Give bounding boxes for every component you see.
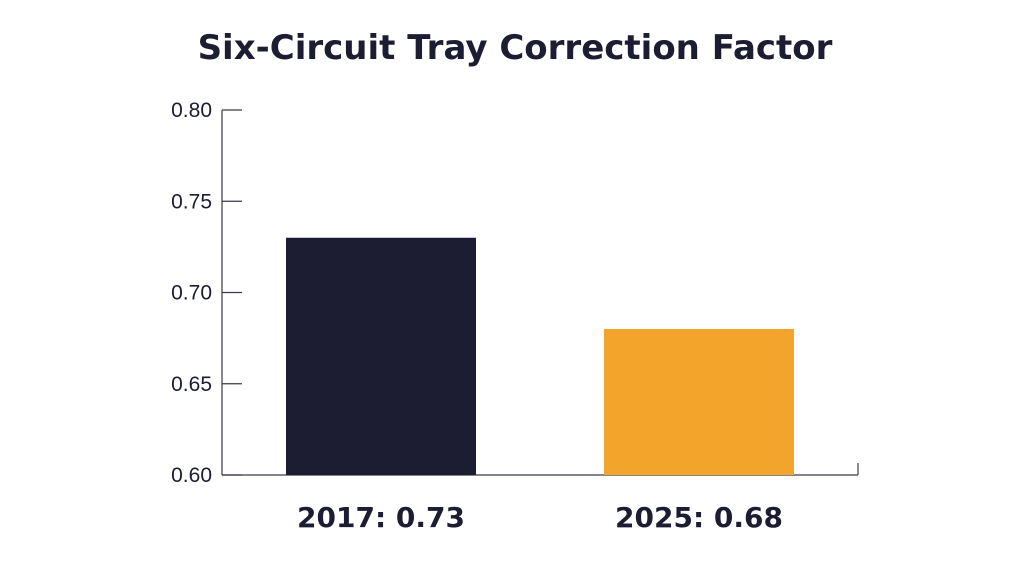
bar [286, 237, 476, 475]
y-tick-label: 0.60 [171, 464, 212, 487]
bar [604, 329, 794, 475]
y-tick-label: 0.65 [171, 373, 212, 396]
y-tick-label: 0.75 [171, 190, 212, 213]
x-category-label: 2017: 0.73 [297, 501, 465, 534]
x-category-label: 2025: 0.68 [615, 501, 783, 534]
y-tick-label: 0.70 [171, 282, 212, 305]
chart-title: Six-Circuit Tray Correction Factor [198, 28, 833, 68]
x-category-labels: 2017: 0.73 2025: 0.68 [297, 501, 783, 534]
y-tick-label: 0.80 [171, 99, 212, 122]
bars [286, 237, 794, 475]
y-axis: 0.60 0.65 0.70 0.75 0.80 [171, 99, 242, 487]
